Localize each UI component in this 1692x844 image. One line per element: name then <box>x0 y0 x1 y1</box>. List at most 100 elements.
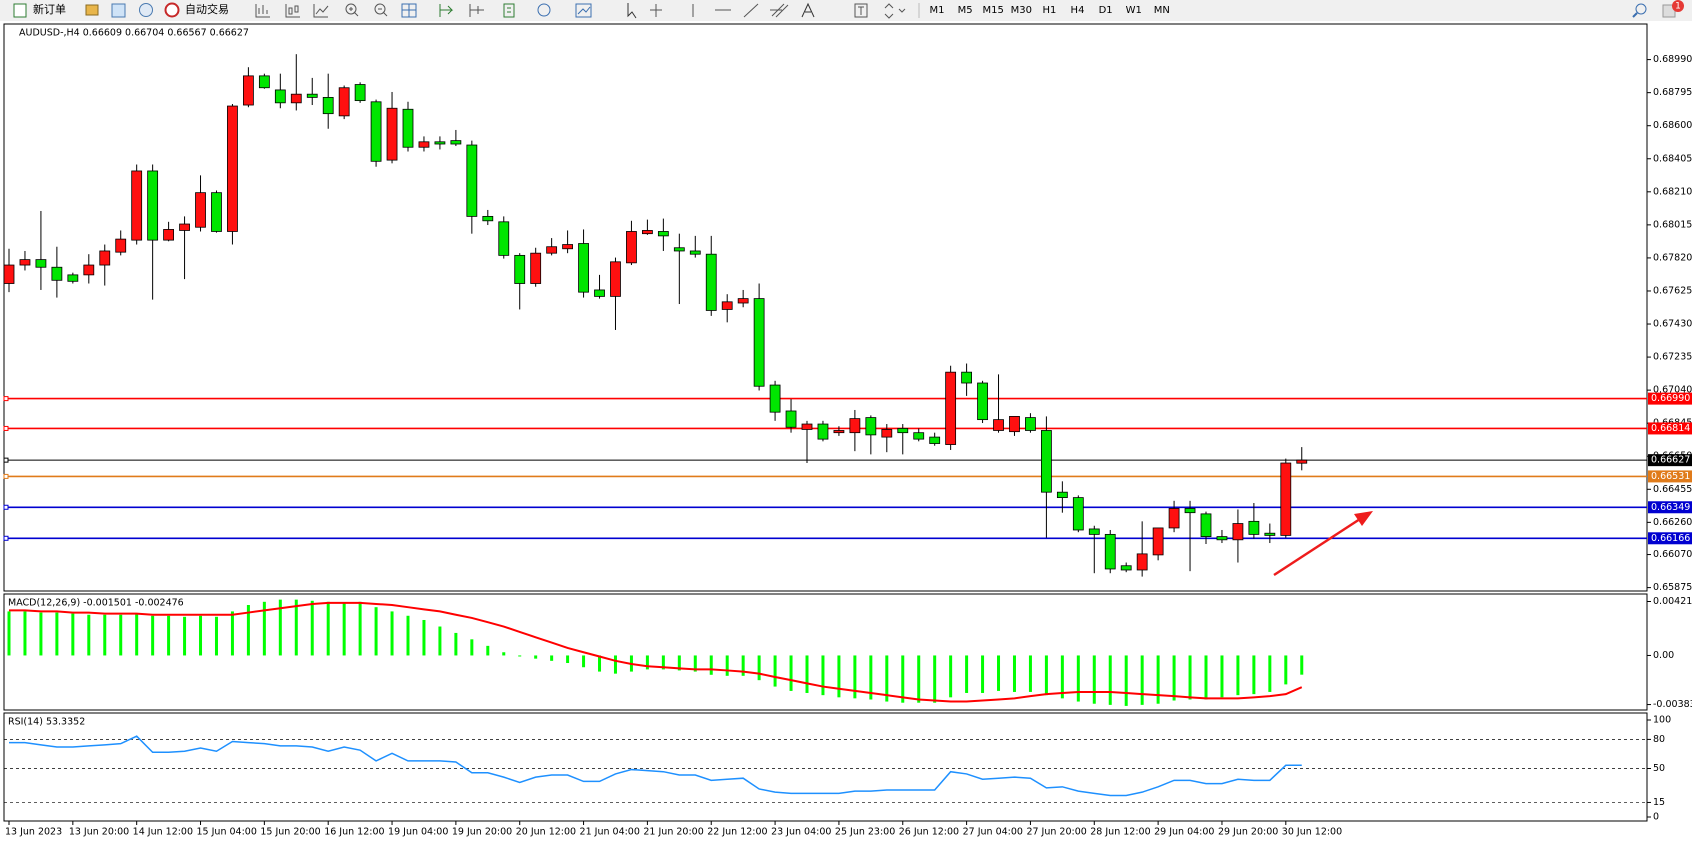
x-tick-label: 16 Jun 12:00 <box>324 827 384 838</box>
x-tick-label: 13 Jun 2023 <box>5 827 62 838</box>
macd-bar <box>183 616 187 656</box>
zoom-out-icon[interactable] <box>374 3 386 15</box>
candle-body <box>961 371 972 384</box>
y-tick-label: 0.68405 <box>1653 153 1692 164</box>
candle-body <box>258 75 270 89</box>
candle-body <box>945 371 957 445</box>
periods-icon[interactable] <box>537 3 551 17</box>
price-level-label: 0.66627 <box>1651 455 1690 466</box>
alert-badge[interactable] <box>1672 0 1684 12</box>
macd-bar <box>1268 655 1272 692</box>
tile-icon[interactable] <box>401 3 417 18</box>
search-icon[interactable] <box>1635 3 1647 15</box>
new-order-icon[interactable] <box>13 3 27 18</box>
shift-icon[interactable] <box>469 4 484 17</box>
macd-bar <box>119 614 123 656</box>
timeframe-button[interactable]: W1 <box>1126 5 1142 16</box>
candle-body <box>1248 520 1260 535</box>
candle-body <box>51 266 63 281</box>
price-level-label-bg <box>1648 422 1692 435</box>
timeframe-button[interactable]: M5 <box>958 5 973 16</box>
templates-icon[interactable] <box>575 3 592 18</box>
tool-icon[interactable] <box>85 4 99 16</box>
macd-bar <box>901 655 905 703</box>
zoom-out-glyph <box>378 8 388 17</box>
cursor-icon[interactable] <box>627 3 637 19</box>
candle-body <box>737 298 749 304</box>
channel-icon[interactable] <box>770 3 789 18</box>
arrow-head <box>1354 511 1373 526</box>
candle-body <box>386 107 398 161</box>
candle-body <box>626 231 637 264</box>
candle-body <box>673 247 685 252</box>
candle-body <box>450 140 462 145</box>
auto-trading-icon[interactable] <box>164 2 180 18</box>
macd-bar <box>837 655 841 698</box>
macd-bar <box>486 645 490 656</box>
timeframe-button[interactable]: H1 <box>1042 5 1056 16</box>
timeframe-button[interactable]: M1 <box>930 5 945 16</box>
macd-bar <box>789 655 793 691</box>
macd-bar <box>1044 655 1048 696</box>
candle-body <box>1136 553 1148 571</box>
macd-bar <box>741 655 745 676</box>
tool-icon[interactable] <box>139 3 153 17</box>
auto-trading-button[interactable]: 自动交易 <box>185 2 229 16</box>
timeframe-button[interactable]: MN <box>1154 5 1170 16</box>
y-tick-label: 100 <box>1653 715 1671 726</box>
macd-bar <box>151 615 155 656</box>
candle-chart-icon[interactable] <box>285 4 300 18</box>
bar-chart-icon[interactable] <box>255 4 270 18</box>
label-tool-icon[interactable] <box>854 3 868 18</box>
timeframe-button[interactable]: M15 <box>983 5 1004 16</box>
macd-bar <box>1220 655 1224 698</box>
macd-bar <box>773 655 777 687</box>
arrows-icon[interactable] <box>884 3 906 19</box>
macd-bar <box>422 619 426 656</box>
macd-bar <box>1140 655 1144 705</box>
autoscroll-icon[interactable] <box>439 4 454 17</box>
zoom-in-glyph <box>349 7 359 17</box>
x-tick-label: 21 Jun 04:00 <box>580 827 640 838</box>
macd-bar <box>1092 655 1096 704</box>
zoom-in-icon[interactable] <box>345 3 357 15</box>
crosshair-icon[interactable] <box>650 4 662 17</box>
price-level-label-bg <box>1648 470 1692 483</box>
indicators-icon[interactable] <box>503 3 515 18</box>
x-tick-label: 29 Jun 04:00 <box>1154 827 1214 838</box>
x-tick-label: 28 Jun 12:00 <box>1090 827 1150 838</box>
candle-body <box>1152 527 1164 556</box>
candle-body <box>1120 565 1132 571</box>
text-tool-icon[interactable] <box>801 2 815 18</box>
macd-bar <box>1236 655 1240 696</box>
macd-bar <box>757 655 761 681</box>
line-chart-icon[interactable] <box>313 4 329 18</box>
macd-bar <box>613 655 617 674</box>
candle-body <box>35 259 47 268</box>
y-tick-label: 0.67235 <box>1653 352 1692 363</box>
x-tick-label: 25 Jun 23:00 <box>835 827 895 838</box>
y-tick-label: 80 <box>1653 734 1665 745</box>
macd-bar <box>23 611 27 656</box>
candle-body <box>370 101 382 162</box>
tool-icon[interactable] <box>111 3 126 18</box>
price-level-label: 0.66990 <box>1651 393 1690 404</box>
indicator-title: AUDUSD-,H4 0.66609 0.66704 0.66567 0.666… <box>19 28 249 39</box>
x-tick-label: 19 Jun 04:00 <box>388 827 448 838</box>
macd-bar <box>1172 655 1176 701</box>
macd-bar <box>374 607 378 656</box>
candle-body <box>1264 532 1276 536</box>
candle-body <box>3 264 15 284</box>
timeframe-button[interactable]: D1 <box>1099 5 1113 16</box>
timeframe-button[interactable]: H4 <box>1071 5 1085 16</box>
candle-body <box>657 231 669 237</box>
macd-bar <box>725 655 729 676</box>
new-order-button[interactable]: 新订单 <box>33 2 66 16</box>
trendline-icon[interactable] <box>743 3 759 18</box>
macd-bar <box>582 655 586 668</box>
candle-body <box>290 93 302 104</box>
toolbar-bg <box>0 0 1692 21</box>
timeframe-button[interactable]: M30 <box>1011 5 1032 16</box>
candle-body <box>19 259 31 266</box>
